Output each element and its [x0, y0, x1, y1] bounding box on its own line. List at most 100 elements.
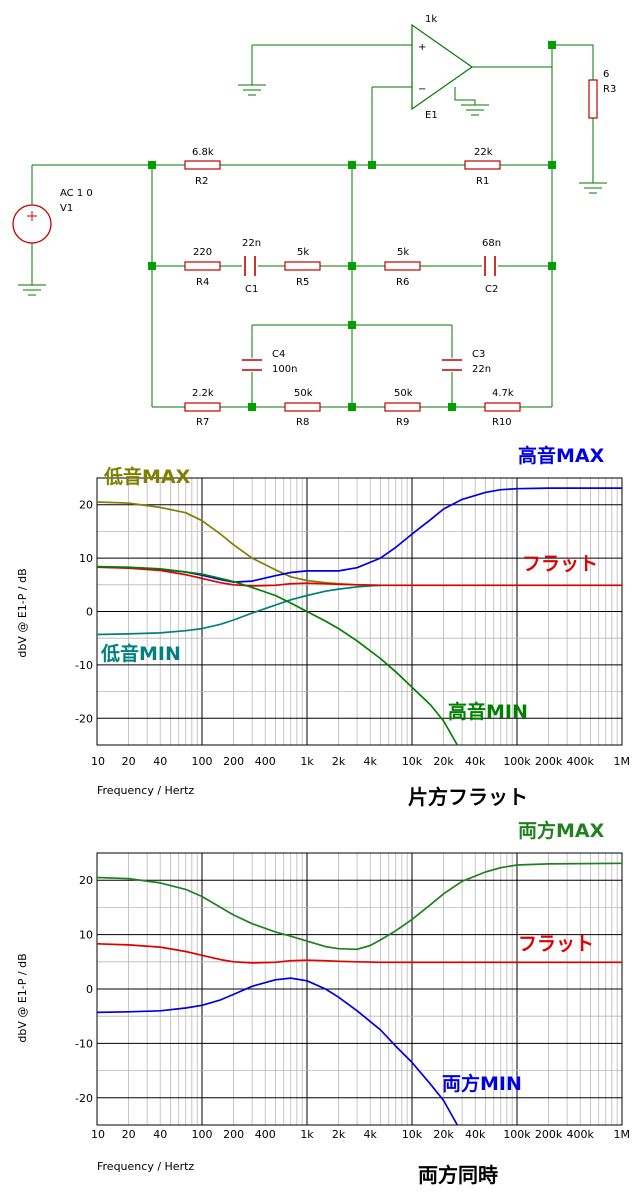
y-tick-label: 0: [86, 606, 93, 619]
x-tick-label: 10k: [402, 755, 423, 768]
chart-grid: [96, 852, 623, 1126]
resistor-R6: [384, 261, 421, 271]
x-tick-label: 100: [192, 755, 213, 768]
label-R9-ref: R9: [396, 417, 409, 428]
label-R2-value: 6.8k: [192, 147, 214, 158]
capacitor-C1: [244, 256, 256, 276]
x-tick-label: 100k: [503, 755, 531, 768]
series-label-bass-min: 低音MIN: [100, 642, 181, 665]
label-C3-ref: C3: [472, 349, 485, 360]
resistor-R5: [284, 261, 321, 271]
label-R2-ref: R2: [195, 176, 208, 187]
label-R4-value: 220: [193, 247, 212, 258]
capacitor-C4: [242, 359, 262, 371]
junction-nodes: [148, 41, 556, 411]
opamp-name-label: E1: [425, 110, 438, 121]
series-label-flat: フラット: [522, 553, 598, 575]
x-tick-label: 1M: [614, 1128, 631, 1141]
chart-series: [96, 487, 622, 746]
x-tick-label: 10: [91, 1128, 105, 1141]
y-tick-label: 10: [79, 929, 93, 942]
x-tick-label: 200k: [535, 1128, 563, 1141]
label-R1-ref: R1: [476, 176, 489, 187]
x-tick-label: 20: [122, 755, 136, 768]
x-tick-label: 200k: [535, 755, 563, 768]
y-tick-label: -10: [75, 659, 93, 672]
y-tick-label: 10: [79, 552, 93, 565]
x-tick-label: 40k: [465, 755, 486, 768]
series-label-treble-min: 高音MIN: [448, 700, 528, 723]
label-R10-ref: R10: [492, 417, 512, 428]
label-R8-ref: R8: [296, 417, 309, 428]
x-tick-label: 400: [255, 755, 276, 768]
y-tick-label: -10: [75, 1037, 93, 1050]
capacitors: [242, 256, 496, 371]
series-line-2: [96, 487, 622, 583]
resistor-R10: [484, 402, 521, 412]
x-tick-label: 40k: [465, 1128, 486, 1141]
label-C2-ref: C2: [485, 284, 498, 295]
label-R7-value: 2.2k: [192, 388, 214, 399]
x-tick-label: 40: [153, 755, 167, 768]
x-axis-label: Frequency / Hertz: [97, 1160, 194, 1173]
series-line-0: [96, 862, 623, 951]
label-R10-value: 4.7k: [492, 388, 514, 399]
label-R4-ref: R4: [196, 277, 209, 288]
series-label-flat: フラット: [518, 933, 594, 955]
plot-frame: [96, 852, 623, 1126]
series-line-4: [96, 565, 459, 746]
label-R1-value: 22k: [474, 147, 493, 158]
x-tick-label: 4k: [364, 1128, 378, 1141]
ground-symbol: [18, 284, 46, 296]
grounds: [18, 84, 607, 296]
label-C1-ref: C1: [245, 284, 258, 295]
resistor-R7: [184, 402, 221, 412]
capacitor-C3: [442, 359, 462, 371]
ground-symbol: [461, 104, 489, 116]
ac-source-symbol: [12, 204, 52, 244]
y-axis-label: dbV @ E1-P / dB: [16, 953, 29, 1042]
svg-text:+: +: [418, 42, 426, 53]
series-line-0: [96, 501, 381, 587]
resistor-R4: [184, 261, 221, 271]
x-tick-label: 200: [223, 755, 244, 768]
circuit-schematic: + − 1k E1 AC 1 0 V1: [12, 14, 616, 428]
series-label-bass-max: 低音MAX: [103, 465, 191, 488]
wires: [31, 44, 594, 408]
x-tick-label: 1M: [614, 755, 631, 768]
chart-grid: [96, 477, 623, 746]
series-line-3: [96, 566, 622, 587]
resistor-R1: [464, 160, 501, 170]
x-tick-label: 10k: [402, 1128, 423, 1141]
source-spec-label: AC 1 0: [60, 188, 93, 199]
y-tick-label: 20: [79, 874, 93, 887]
x-tick-label: 20: [122, 1128, 136, 1141]
label-R7-ref: R7: [196, 417, 209, 428]
ground-symbol: [238, 84, 266, 96]
label-R5-ref: R5: [296, 277, 309, 288]
series-line-1: [96, 584, 381, 636]
label-C4-ref: C4: [272, 349, 285, 360]
resistor-R3: [588, 79, 598, 119]
x-tick-label: 20k: [433, 1128, 454, 1141]
ground-symbol: [579, 182, 607, 194]
x-tick-label: 100k: [503, 1128, 531, 1141]
source-name-label: V1: [60, 203, 73, 214]
chart-caption: 片方フラット: [408, 785, 528, 809]
resistor-R2: [184, 160, 221, 170]
chart-series: [96, 862, 623, 1126]
label-R9-value: 50k: [394, 388, 413, 399]
plot-frame: [96, 477, 623, 746]
x-axis-label: Frequency / Hertz: [97, 784, 194, 797]
label-C1-value: 22n: [242, 238, 261, 249]
label-R6-ref: R6: [396, 277, 409, 288]
x-tick-label: 4k: [364, 755, 378, 768]
svg-text:−: −: [418, 84, 426, 95]
opamp-symbol: + −: [411, 23, 474, 111]
series-label-both-min: 両方MIN: [442, 1072, 522, 1095]
x-tick-label: 400k: [567, 1128, 595, 1141]
resistors: [184, 79, 598, 412]
x-tick-label: 100: [192, 1128, 213, 1141]
